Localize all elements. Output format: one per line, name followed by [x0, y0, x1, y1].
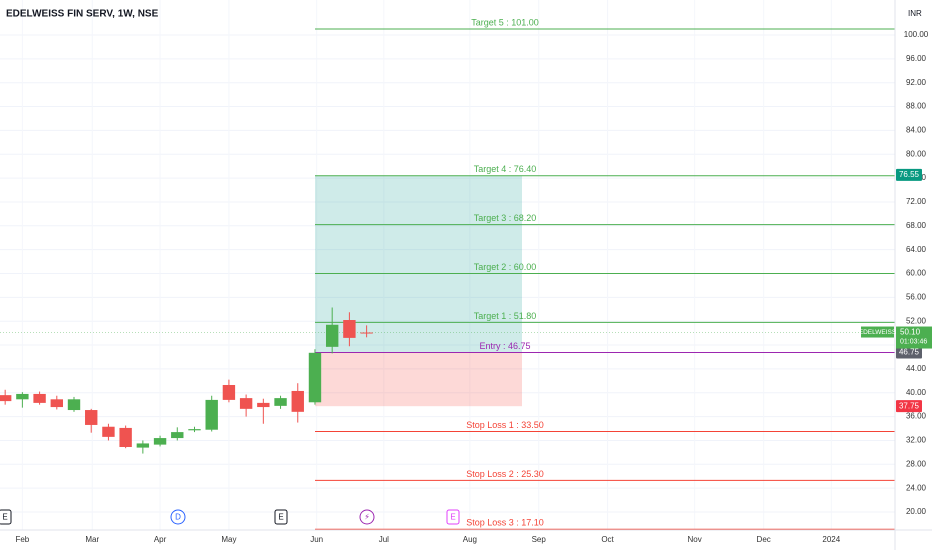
- level-label: Stop Loss 2 : 25.30: [466, 469, 544, 479]
- event-label: D: [175, 513, 181, 522]
- event-label: ⚡: [364, 513, 370, 522]
- last-price-badge: [896, 326, 932, 349]
- y-tick-label: 84.00: [906, 126, 927, 135]
- y-tick-label: 100.00: [904, 30, 929, 39]
- y-tick-label: 88.00: [906, 102, 927, 111]
- last-price-label: 50.10: [900, 328, 921, 337]
- level-label: Target 4 : 76.40: [474, 164, 537, 174]
- y-tick-label: 80.00: [906, 149, 927, 158]
- y-tick-label: 56.00: [906, 292, 927, 301]
- countdown-label: 01:03:46: [900, 338, 927, 345]
- y-tick-label: 68.00: [906, 221, 927, 230]
- x-tick-label: May: [221, 535, 236, 544]
- y-tick-label: 36.00: [906, 412, 927, 421]
- x-tick-label: Dec: [757, 535, 771, 544]
- level-label: Entry : 46.75: [479, 341, 530, 351]
- candle-body: [16, 393, 29, 400]
- candle-body: [50, 399, 63, 408]
- level-label: Stop Loss 3 : 17.10: [466, 518, 544, 528]
- y-tick-label: 44.00: [906, 364, 927, 373]
- candle-body: [136, 443, 150, 448]
- level-label: Target 2 : 60.00: [474, 262, 537, 272]
- candle-body: [343, 320, 356, 338]
- candle-body: [274, 398, 287, 406]
- chart-title: EDELWEISS FIN SERV, 1W, NSE: [6, 9, 159, 20]
- x-tick-label: Jun: [310, 535, 323, 544]
- candle-body: [360, 332, 373, 334]
- x-tick-label: 2024: [822, 535, 840, 544]
- y-tick-label: 32.00: [906, 436, 927, 445]
- y-tick-label: 20.00: [906, 507, 927, 516]
- candle-body: [0, 395, 12, 402]
- y-tick-label: 24.00: [906, 483, 927, 492]
- event-icon: [274, 509, 288, 525]
- y-tick-label: 60.00: [906, 269, 927, 278]
- candle-body: [171, 432, 184, 439]
- y-tick-label: 28.00: [906, 459, 927, 468]
- event-label: E: [2, 513, 7, 522]
- price-badge-label: 46.75: [899, 348, 920, 357]
- x-tick-label: Aug: [463, 535, 477, 544]
- symbol-badge: [861, 326, 894, 338]
- event-icon: [359, 509, 375, 525]
- y-tick-label: 40.00: [906, 388, 927, 397]
- x-tick-label: Feb: [15, 535, 29, 544]
- x-tick-label: Sep: [532, 535, 547, 544]
- price-badge: [896, 168, 922, 181]
- level-label: Target 5 : 101.00: [471, 17, 539, 27]
- candle-body: [153, 438, 167, 445]
- price-badge: [896, 346, 922, 359]
- symbol-label: EDELWEISS: [859, 329, 897, 336]
- y-tick-label: 72.00: [906, 197, 927, 206]
- price-badge-label: 37.75: [899, 401, 920, 410]
- currency-label: INR: [908, 9, 922, 18]
- level-label: Stop Loss 1 : 33.50: [466, 420, 544, 430]
- candle-body: [119, 427, 132, 448]
- event-icon: [446, 509, 460, 525]
- candle-body: [205, 399, 218, 430]
- candle-body: [291, 390, 304, 412]
- loss-zone: [315, 352, 522, 407]
- y-tick-label: 64.00: [906, 245, 927, 254]
- y-tick-label: 52.00: [906, 316, 927, 325]
- x-tick-label: Nov: [688, 535, 702, 544]
- y-tick-label: 96.00: [906, 54, 927, 63]
- event-label: E: [278, 513, 283, 522]
- x-tick-label: Apr: [154, 535, 167, 544]
- candle-body: [33, 393, 46, 403]
- level-label: Target 1 : 51.80: [474, 311, 537, 321]
- x-tick-label: Mar: [85, 535, 99, 544]
- event-icon: [0, 509, 12, 525]
- candle-body: [325, 324, 339, 347]
- price-badge: [896, 400, 922, 413]
- candle-body: [67, 399, 81, 411]
- level-label: Target 3 : 68.20: [474, 213, 537, 223]
- candle-body: [308, 352, 322, 403]
- candle-body: [257, 402, 270, 408]
- x-tick-label: Oct: [601, 535, 614, 544]
- price-badge-label: 76.55: [899, 170, 920, 179]
- candle-body: [102, 426, 115, 437]
- x-tick-label: Jul: [379, 535, 389, 544]
- candle-body: [188, 429, 201, 431]
- candle-body: [85, 410, 98, 425]
- candle-body: [239, 398, 253, 409]
- y-tick-label: 92.00: [906, 78, 927, 87]
- candle-body: [222, 384, 236, 400]
- event-label: E: [450, 513, 455, 522]
- event-icon: [170, 509, 186, 525]
